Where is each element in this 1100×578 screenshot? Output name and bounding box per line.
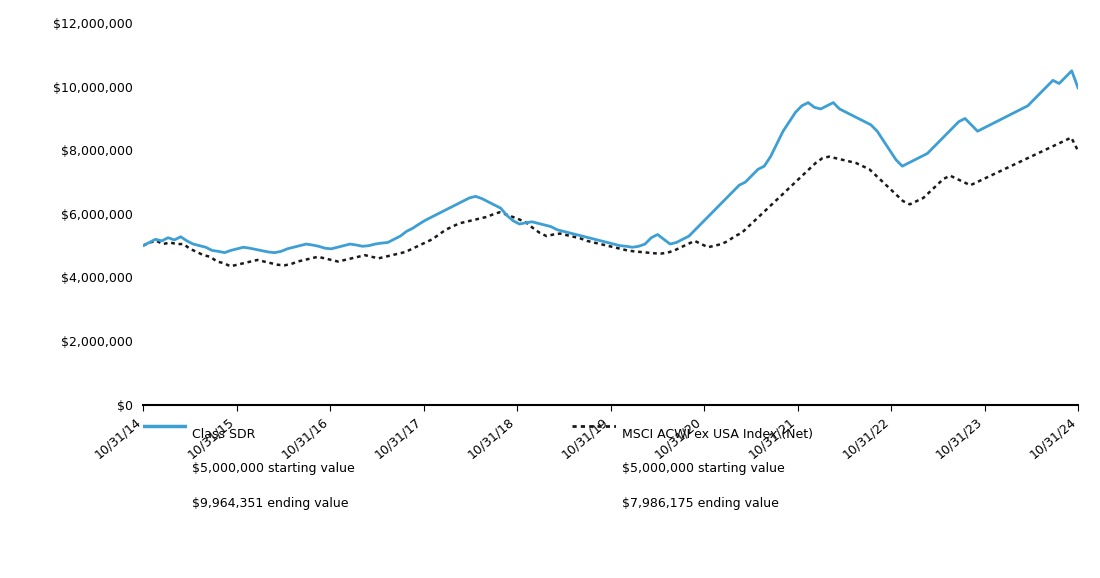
Text: Class SDR: Class SDR: [192, 428, 256, 440]
Text: $5,000,000 starting value: $5,000,000 starting value: [192, 462, 355, 475]
Text: $9,964,351 ending value: $9,964,351 ending value: [192, 497, 349, 510]
Text: MSCI ACWI ex USA Index (Net): MSCI ACWI ex USA Index (Net): [621, 428, 813, 440]
Text: $7,986,175 ending value: $7,986,175 ending value: [621, 497, 779, 510]
Text: $5,000,000 starting value: $5,000,000 starting value: [621, 462, 784, 475]
